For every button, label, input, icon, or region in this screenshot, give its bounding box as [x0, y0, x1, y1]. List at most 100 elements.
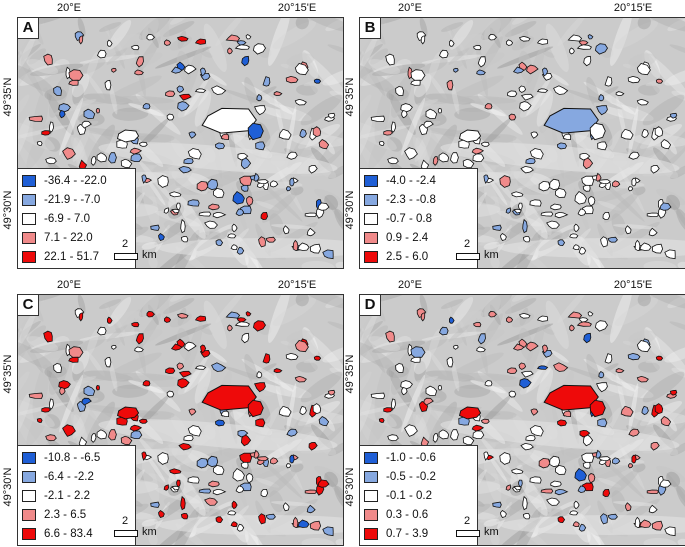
- landslide-polygon: [204, 220, 218, 229]
- landslide-polygon: [615, 91, 625, 97]
- landslide-polygon: [286, 151, 298, 160]
- landslide-polygon: [166, 113, 175, 121]
- landslide-polygon: [212, 211, 227, 219]
- landslide-polygon: [322, 249, 334, 260]
- landslide-polygon: [262, 353, 271, 364]
- landslide-polygon: [96, 429, 108, 440]
- legend-label: -36.4 - -22.0: [44, 174, 107, 187]
- landslide-polygon: [480, 141, 490, 147]
- landslide-polygon: [45, 434, 57, 442]
- landslide-polygon: [286, 428, 298, 437]
- scale-value: 2: [464, 515, 471, 527]
- legend-swatch: [22, 231, 36, 244]
- legend-item: 2.5 - 6.0: [364, 247, 473, 266]
- scale-bar: 2 km: [112, 238, 168, 266]
- landslide-polygon: [129, 424, 143, 432]
- landslide-polygon: [378, 141, 385, 146]
- legend-item: -2.1 - 2.2: [22, 486, 131, 505]
- landslide-polygon: [176, 362, 185, 370]
- legend-item: -2.3 - -0.8: [364, 190, 473, 209]
- landslide-polygon: [177, 101, 190, 112]
- landslide-polygon: [273, 91, 283, 97]
- legend-label: -2.1 - 2.2: [44, 489, 91, 502]
- landslide-polygon: [520, 442, 534, 451]
- legend-label: 6.6 - 83.4: [44, 527, 93, 540]
- landslide-polygon: [227, 233, 237, 239]
- landslide-polygon: [178, 93, 192, 101]
- landslide-polygon: [597, 141, 608, 151]
- landslide-polygon: [536, 315, 549, 322]
- landslide-polygon: [557, 419, 567, 427]
- lon-tick-20e-a: 20°E: [57, 2, 81, 14]
- landslide-polygon: [577, 208, 587, 217]
- landslide-polygon: [236, 40, 247, 46]
- legend-swatch: [22, 527, 36, 540]
- landslide-polygon: [576, 44, 592, 50]
- legend: -10.8 - -6.5 -6.4 - -2.2 -2.1 - 2.2 2.3 …: [18, 445, 136, 545]
- landslide-polygon: [297, 242, 310, 251]
- scale-value: 2: [122, 238, 129, 250]
- landslide-polygon: [400, 380, 413, 390]
- landslide-polygon: [598, 179, 611, 185]
- landslide-polygon: [472, 430, 485, 440]
- landslide-polygon: [453, 344, 459, 350]
- landslide-polygon: [240, 461, 249, 469]
- landslide-polygon: [68, 346, 84, 359]
- landslide-polygon: [176, 85, 185, 93]
- landslide-polygon: [410, 346, 426, 359]
- lat-tick-35-d: 49°35'N: [344, 354, 356, 394]
- landslide-polygon: [438, 429, 450, 440]
- legend-swatch: [364, 250, 378, 263]
- landslide-polygon: [511, 468, 524, 475]
- landslide-polygon: [519, 101, 532, 112]
- legend-item: -0.1 - 0.2: [364, 486, 473, 505]
- landslide-polygon: [607, 236, 618, 243]
- landslide-polygon: [111, 344, 117, 350]
- legend-label: 0.9 - 2.4: [386, 231, 429, 244]
- landslide-polygon: [401, 110, 408, 119]
- landslide-polygon: [245, 34, 252, 40]
- landslide-polygon: [256, 93, 263, 102]
- landslide-polygon: [213, 187, 225, 198]
- panel-label: A: [18, 18, 39, 39]
- legend-item: 0.7 - 3.9: [364, 524, 473, 543]
- landslide-polygon: [327, 389, 336, 396]
- landslide-polygon: [636, 340, 651, 353]
- landslide-polygon: [289, 454, 295, 464]
- landslide-polygon: [59, 110, 66, 119]
- landslide-polygon: [150, 501, 160, 508]
- landslide-polygon: [480, 418, 490, 424]
- landslide-polygon: [236, 523, 245, 532]
- landslide-polygon: [488, 33, 497, 41]
- landslide-polygon: [41, 130, 51, 136]
- landslide-polygon: [499, 175, 511, 188]
- landslide-polygon: [529, 425, 544, 437]
- landslide-polygon: [484, 103, 493, 110]
- landslide-polygon: [183, 157, 194, 165]
- landslide-polygon: [636, 63, 651, 76]
- landslide-polygon: [292, 516, 299, 528]
- landslide-polygon: [196, 180, 209, 192]
- landslide-polygon: [631, 177, 637, 187]
- landslide-polygon: [283, 502, 290, 512]
- landslide-polygon: [131, 322, 140, 328]
- landslide-polygon: [520, 165, 534, 174]
- main-landslide-polygon: [201, 107, 257, 134]
- landslide-polygon: [36, 418, 43, 423]
- scale-unit: km: [142, 526, 157, 538]
- landslide-polygon: [500, 509, 507, 518]
- landslide-polygon: [165, 90, 176, 98]
- main-landslide-polygon: [543, 107, 599, 134]
- landslide-polygon: [198, 211, 212, 217]
- landslide-polygon: [308, 164, 318, 174]
- landslide-polygon: [269, 180, 279, 188]
- landslide-polygon: [507, 90, 518, 98]
- landslide-polygon: [505, 39, 514, 46]
- landslide-polygon: [432, 156, 439, 166]
- landslide-polygon: [236, 246, 245, 255]
- landslide-polygon: [425, 108, 438, 120]
- legend-swatch: [364, 212, 378, 225]
- landslide-polygon: [458, 129, 482, 143]
- landslide-polygon: [526, 341, 539, 352]
- landslide-polygon: [120, 158, 133, 169]
